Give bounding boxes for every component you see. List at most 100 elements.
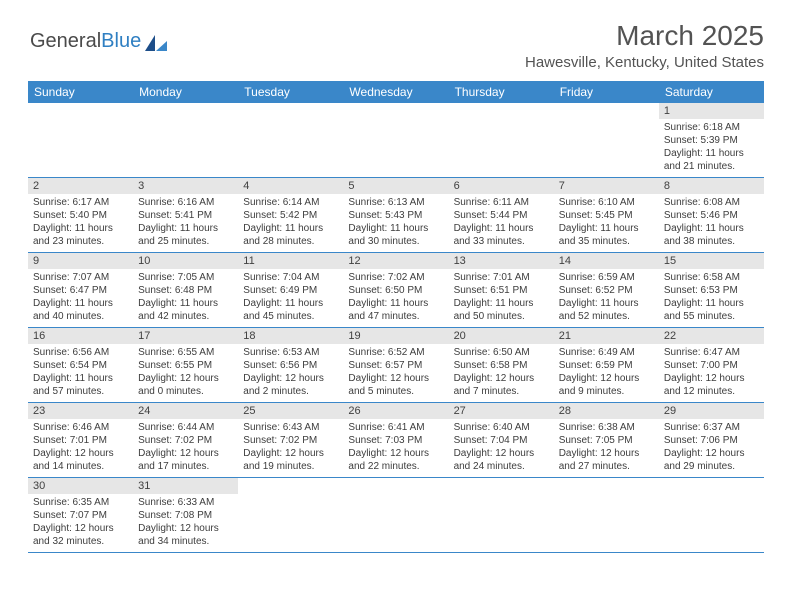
weekday-header: Friday [554,81,659,103]
logo: GeneralBlue [30,30,167,53]
daylight-text: Daylight: 12 hours and 19 minutes. [243,447,338,473]
sunrise-text: Sunrise: 6:17 AM [33,196,128,209]
day-details: Sunrise: 6:18 AMSunset: 5:39 PMDaylight:… [659,119,764,177]
weekday-header-row: SundayMondayTuesdayWednesdayThursdayFrid… [28,81,764,103]
calendar-day-cell: 6Sunrise: 6:11 AMSunset: 5:44 PMDaylight… [449,178,554,253]
day-details: Sunrise: 6:11 AMSunset: 5:44 PMDaylight:… [449,194,554,252]
calendar-week-row: 1Sunrise: 6:18 AMSunset: 5:39 PMDaylight… [28,103,764,178]
calendar-table: SundayMondayTuesdayWednesdayThursdayFrid… [28,81,764,553]
sunset-text: Sunset: 5:44 PM [454,209,549,222]
day-details: Sunrise: 6:52 AMSunset: 6:57 PMDaylight:… [343,344,448,402]
daylight-text: Daylight: 11 hours and 42 minutes. [138,297,233,323]
day-details: Sunrise: 7:05 AMSunset: 6:48 PMDaylight:… [133,269,238,327]
calendar-day-cell: 11Sunrise: 7:04 AMSunset: 6:49 PMDayligh… [238,253,343,328]
day-details: Sunrise: 7:01 AMSunset: 6:51 PMDaylight:… [449,269,554,327]
sunrise-text: Sunrise: 6:44 AM [138,421,233,434]
calendar-day-cell: 22Sunrise: 6:47 AMSunset: 7:00 PMDayligh… [659,328,764,403]
sunset-text: Sunset: 6:47 PM [33,284,128,297]
calendar-day-cell: 3Sunrise: 6:16 AMSunset: 5:41 PMDaylight… [133,178,238,253]
sunrise-text: Sunrise: 7:04 AM [243,271,338,284]
sunset-text: Sunset: 7:07 PM [33,509,128,522]
weekday-header: Tuesday [238,81,343,103]
day-details: Sunrise: 6:56 AMSunset: 6:54 PMDaylight:… [28,344,133,402]
sunset-text: Sunset: 5:42 PM [243,209,338,222]
day-number: 13 [449,253,554,269]
calendar-day-cell: 12Sunrise: 7:02 AMSunset: 6:50 PMDayligh… [343,253,448,328]
calendar-day-cell: 9Sunrise: 7:07 AMSunset: 6:47 PMDaylight… [28,253,133,328]
day-details: Sunrise: 6:38 AMSunset: 7:05 PMDaylight:… [554,419,659,477]
daylight-text: Daylight: 11 hours and 52 minutes. [559,297,654,323]
calendar-week-row: 9Sunrise: 7:07 AMSunset: 6:47 PMDaylight… [28,253,764,328]
daylight-text: Daylight: 11 hours and 47 minutes. [348,297,443,323]
sunrise-text: Sunrise: 6:50 AM [454,346,549,359]
daylight-text: Daylight: 12 hours and 5 minutes. [348,372,443,398]
calendar-day-cell: 21Sunrise: 6:49 AMSunset: 6:59 PMDayligh… [554,328,659,403]
calendar-day-cell: 23Sunrise: 6:46 AMSunset: 7:01 PMDayligh… [28,403,133,478]
calendar-week-row: 23Sunrise: 6:46 AMSunset: 7:01 PMDayligh… [28,403,764,478]
calendar-day-cell: 25Sunrise: 6:43 AMSunset: 7:02 PMDayligh… [238,403,343,478]
calendar-day-cell: 18Sunrise: 6:53 AMSunset: 6:56 PMDayligh… [238,328,343,403]
calendar-week-row: 2Sunrise: 6:17 AMSunset: 5:40 PMDaylight… [28,178,764,253]
daylight-text: Daylight: 12 hours and 0 minutes. [138,372,233,398]
sunset-text: Sunset: 6:51 PM [454,284,549,297]
sunset-text: Sunset: 6:55 PM [138,359,233,372]
daylight-text: Daylight: 12 hours and 32 minutes. [33,522,128,548]
calendar-day-cell [449,478,554,553]
day-details: Sunrise: 6:43 AMSunset: 7:02 PMDaylight:… [238,419,343,477]
day-number: 19 [343,328,448,344]
day-number: 18 [238,328,343,344]
day-number: 22 [659,328,764,344]
daylight-text: Daylight: 12 hours and 14 minutes. [33,447,128,473]
sunset-text: Sunset: 6:56 PM [243,359,338,372]
calendar-day-cell: 2Sunrise: 6:17 AMSunset: 5:40 PMDaylight… [28,178,133,253]
daylight-text: Daylight: 12 hours and 12 minutes. [664,372,759,398]
weekday-header: Thursday [449,81,554,103]
day-number: 25 [238,403,343,419]
sunrise-text: Sunrise: 6:33 AM [138,496,233,509]
day-number: 27 [449,403,554,419]
daylight-text: Daylight: 11 hours and 55 minutes. [664,297,759,323]
day-details: Sunrise: 6:50 AMSunset: 6:58 PMDaylight:… [449,344,554,402]
day-number: 17 [133,328,238,344]
sunset-text: Sunset: 6:53 PM [664,284,759,297]
daylight-text: Daylight: 12 hours and 29 minutes. [664,447,759,473]
day-number: 1 [659,103,764,119]
day-number: 8 [659,178,764,194]
daylight-text: Daylight: 12 hours and 2 minutes. [243,372,338,398]
calendar-day-cell [28,103,133,178]
sunrise-text: Sunrise: 7:02 AM [348,271,443,284]
sunrise-text: Sunrise: 6:46 AM [33,421,128,434]
sunset-text: Sunset: 7:02 PM [243,434,338,447]
day-details: Sunrise: 6:35 AMSunset: 7:07 PMDaylight:… [28,494,133,552]
sunrise-text: Sunrise: 6:47 AM [664,346,759,359]
day-number: 12 [343,253,448,269]
sunset-text: Sunset: 6:52 PM [559,284,654,297]
sunset-text: Sunset: 7:03 PM [348,434,443,447]
calendar-day-cell: 29Sunrise: 6:37 AMSunset: 7:06 PMDayligh… [659,403,764,478]
day-number: 23 [28,403,133,419]
calendar-day-cell: 27Sunrise: 6:40 AMSunset: 7:04 PMDayligh… [449,403,554,478]
day-details: Sunrise: 7:02 AMSunset: 6:50 PMDaylight:… [343,269,448,327]
sunset-text: Sunset: 6:57 PM [348,359,443,372]
daylight-text: Daylight: 11 hours and 30 minutes. [348,222,443,248]
day-details: Sunrise: 6:13 AMSunset: 5:43 PMDaylight:… [343,194,448,252]
daylight-text: Daylight: 11 hours and 25 minutes. [138,222,233,248]
calendar-day-cell: 28Sunrise: 6:38 AMSunset: 7:05 PMDayligh… [554,403,659,478]
daylight-text: Daylight: 11 hours and 23 minutes. [33,222,128,248]
sunrise-text: Sunrise: 7:07 AM [33,271,128,284]
logo-text-1: General [30,30,101,53]
calendar-day-cell [554,478,659,553]
day-details: Sunrise: 6:08 AMSunset: 5:46 PMDaylight:… [659,194,764,252]
sunrise-text: Sunrise: 6:13 AM [348,196,443,209]
sunrise-text: Sunrise: 6:18 AM [664,121,759,134]
sunrise-text: Sunrise: 6:52 AM [348,346,443,359]
calendar-week-row: 16Sunrise: 6:56 AMSunset: 6:54 PMDayligh… [28,328,764,403]
day-details: Sunrise: 6:41 AMSunset: 7:03 PMDaylight:… [343,419,448,477]
day-number: 30 [28,478,133,494]
day-number: 29 [659,403,764,419]
day-details: Sunrise: 6:16 AMSunset: 5:41 PMDaylight:… [133,194,238,252]
calendar-day-cell: 19Sunrise: 6:52 AMSunset: 6:57 PMDayligh… [343,328,448,403]
daylight-text: Daylight: 11 hours and 35 minutes. [559,222,654,248]
sunset-text: Sunset: 5:45 PM [559,209,654,222]
day-number: 28 [554,403,659,419]
